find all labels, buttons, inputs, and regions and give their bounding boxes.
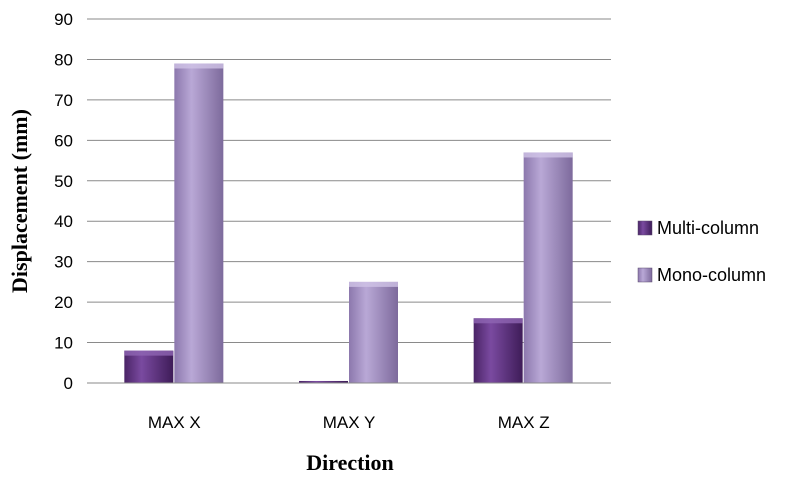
bar-top-highlight <box>349 281 398 287</box>
y-tick-label: 50 <box>54 172 73 191</box>
legend-swatch <box>637 267 653 283</box>
legend-label: Multi-column <box>657 218 759 238</box>
bar-mono-column-max-x <box>174 63 224 383</box>
y-tick-label: 60 <box>54 131 73 150</box>
bar-mono-column-max-z <box>523 152 573 383</box>
y-tick-label: 40 <box>54 212 73 231</box>
legend: Multi-column Mono-column <box>637 218 766 285</box>
x-tick-label: MAX X <box>148 413 201 432</box>
bar-top-highlight <box>523 152 573 158</box>
bar-top-highlight <box>473 318 523 324</box>
y-tick-label: 10 <box>54 334 73 353</box>
legend-label: Mono-column <box>657 265 766 285</box>
bar-multi-column-max-y <box>299 380 348 383</box>
legend-swatch <box>637 220 653 236</box>
x-tick-label: MAX Y <box>323 413 376 432</box>
y-axis-ticks: 0 10 20 30 40 50 60 70 80 90 <box>54 10 73 393</box>
y-tick-label: 20 <box>54 293 73 312</box>
bar-top-highlight <box>124 350 174 356</box>
y-tick-label: 90 <box>54 10 73 29</box>
x-axis-title: Direction <box>306 450 394 475</box>
y-axis-title: Displacement (mm) <box>7 109 32 293</box>
bar-multi-column-max-x <box>124 350 174 383</box>
y-tick-label: 80 <box>54 50 73 69</box>
bar-top-highlight <box>174 63 224 69</box>
x-axis-ticks: MAX X MAX Y MAX Z <box>148 413 550 432</box>
y-tick-label: 0 <box>64 374 73 393</box>
bar-mono-column-max-y <box>349 281 398 383</box>
y-tick-label: 30 <box>54 253 73 272</box>
bars <box>124 63 573 383</box>
y-tick-label: 70 <box>54 91 73 110</box>
bar-multi-column-max-z <box>473 318 523 383</box>
x-tick-label: MAX Z <box>498 413 550 432</box>
